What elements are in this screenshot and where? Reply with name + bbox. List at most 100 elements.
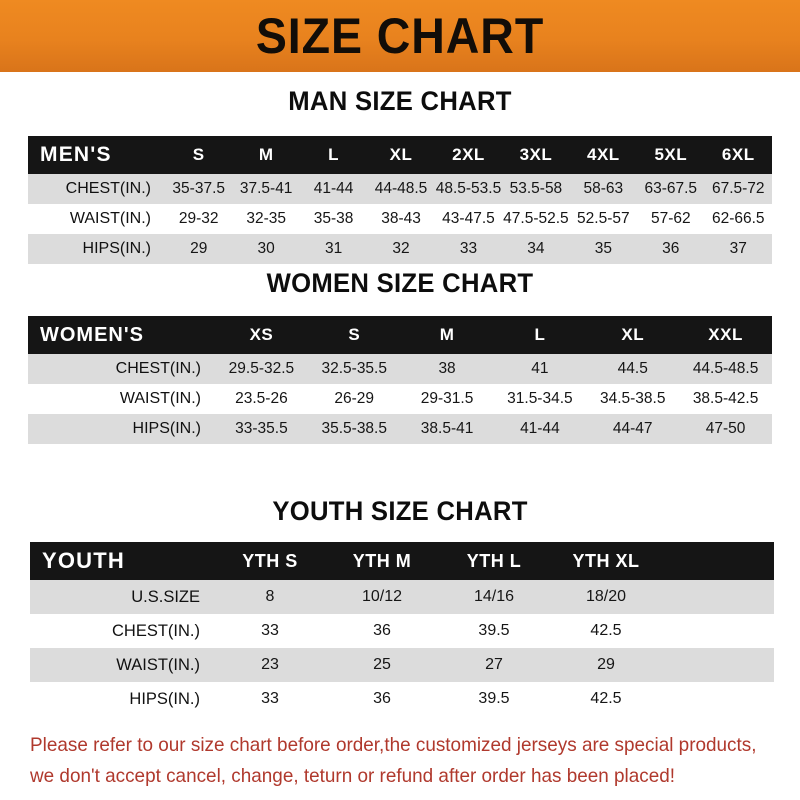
table-cell: 39.5 bbox=[478, 622, 510, 639]
table-cell: 29-31.5 bbox=[420, 390, 474, 407]
row-label: CHEST(IN.) bbox=[115, 360, 201, 377]
table-cell: 44.5-48.5 bbox=[692, 360, 759, 377]
table-cell: 14/16 bbox=[473, 588, 515, 605]
table-cell: 27 bbox=[485, 656, 503, 673]
table-cell: 26-29 bbox=[334, 390, 375, 407]
men-column-header: 6XL bbox=[721, 145, 755, 164]
table-cell: 33 bbox=[261, 690, 279, 707]
row-label: U.S.SIZE bbox=[131, 587, 200, 606]
row-label: HIPS(IN.) bbox=[129, 689, 200, 708]
youth-column-header: YTH XL bbox=[572, 550, 640, 571]
youth-corner-label: YOUTH bbox=[42, 548, 125, 573]
table-cell: 63-67.5 bbox=[644, 180, 698, 197]
banner: SIZE CHART bbox=[0, 0, 800, 72]
table-cell: 29.5-32.5 bbox=[228, 360, 295, 377]
women-column-header: L bbox=[534, 325, 546, 344]
section-heading-women: WOMEN SIZE CHART bbox=[266, 268, 534, 298]
youth-column-header: YTH S bbox=[242, 550, 298, 571]
youth-size-table: YOUTH YTH S YTH M YTH L YTH XL U.S.SIZE … bbox=[30, 542, 774, 716]
row-label: CHEST(IN.) bbox=[65, 180, 151, 197]
table-cell: 57-62 bbox=[650, 210, 691, 227]
table-cell: 30 bbox=[257, 240, 275, 257]
table-cell: 31.5-34.5 bbox=[507, 390, 573, 407]
table-cell: 29 bbox=[597, 656, 615, 673]
table-cell: 37.5-41 bbox=[239, 180, 293, 197]
men-corner-label: MEN'S bbox=[40, 143, 112, 166]
youth-column-header: YTH M bbox=[352, 550, 412, 571]
table-cell: 58-63 bbox=[583, 180, 624, 197]
table-cell: 43-47.5 bbox=[442, 210, 495, 227]
table-header-row: YOUTH YTH S YTH M YTH L YTH XL bbox=[30, 542, 774, 580]
table-cell: 29 bbox=[190, 240, 208, 257]
men-column-header: L bbox=[328, 145, 340, 164]
youth-column-header: YTH L bbox=[466, 550, 522, 571]
table-cell: 36 bbox=[662, 240, 680, 257]
table-row: WAIST(IN.) 23 25 27 29 bbox=[30, 648, 774, 682]
table-row: CHEST(IN.) 29.5-32.5 32.5-35.5 38 41 44.… bbox=[28, 354, 772, 384]
table-cell: 31 bbox=[324, 240, 343, 257]
men-table-header: MEN'S S M L XL 2XL 3XL 4XL 5XL 6XL bbox=[28, 136, 772, 174]
row-label: CHEST(IN.) bbox=[112, 621, 200, 640]
women-column-header: XXL bbox=[708, 325, 743, 344]
row-label: HIPS(IN.) bbox=[132, 420, 201, 437]
men-size-table: MEN'S S M L XL 2XL 3XL 4XL 5XL 6XL CHEST… bbox=[28, 136, 772, 264]
men-column-header: 4XL bbox=[587, 145, 620, 164]
table-cell: 32 bbox=[392, 240, 410, 257]
men-column-header: 3XL bbox=[519, 145, 553, 164]
table-cell: 38 bbox=[438, 360, 456, 377]
table-cell: 35 bbox=[594, 240, 612, 257]
table-cell: 36 bbox=[373, 622, 391, 639]
section-heading-man: MAN SIZE CHART bbox=[288, 86, 512, 116]
table-row: HIPS(IN.) 29 30 31 32 33 34 35 36 37 bbox=[28, 234, 772, 264]
table-cell: 52.5-57 bbox=[577, 210, 630, 227]
table-cell: 25 bbox=[373, 656, 391, 673]
row-label: WAIST(IN.) bbox=[119, 390, 201, 407]
table-cell: 33 bbox=[459, 240, 478, 257]
row-label: WAIST(IN.) bbox=[116, 655, 200, 674]
table-cell: 62-66.5 bbox=[711, 210, 765, 227]
table-cell: 38.5-42.5 bbox=[692, 390, 759, 407]
table-cell-spacer bbox=[662, 614, 774, 648]
table-row: CHEST(IN.) 33 36 39.5 42.5 bbox=[30, 614, 774, 648]
table-cell: 44-48.5 bbox=[374, 180, 428, 197]
men-column-header: M bbox=[258, 145, 274, 164]
women-column-header: XS bbox=[249, 325, 274, 344]
table-cell: 42.5 bbox=[590, 622, 622, 639]
disclaimer-line-1: Please refer to our size chart before or… bbox=[30, 734, 757, 756]
table-row: WAIST(IN.) 29-32 32-35 35-38 38-43 43-47… bbox=[28, 204, 772, 234]
women-column-header: S bbox=[348, 325, 361, 344]
table-row: WAIST(IN.) 23.5-26 26-29 29-31.5 31.5-34… bbox=[28, 384, 772, 414]
men-column-header: 5XL bbox=[654, 145, 688, 164]
table-row: U.S.SIZE 8 10/12 14/16 18/20 bbox=[30, 580, 774, 614]
women-size-table: WOMEN'S XS S M L XL XXL CHEST(IN.) 29.5-… bbox=[28, 316, 772, 444]
table-cell: 38.5-41 bbox=[420, 420, 474, 437]
table-cell: 53.5-58 bbox=[509, 180, 563, 197]
women-table-header: WOMEN'S XS S M L XL XXL bbox=[28, 316, 772, 354]
table-cell: 48.5-53.5 bbox=[435, 180, 502, 197]
table-cell: 35-37.5 bbox=[172, 180, 225, 197]
table-row: HIPS(IN.) 33-35.5 35.5-38.5 38.5-41 41-4… bbox=[28, 414, 772, 444]
table-cell: 8 bbox=[265, 588, 275, 605]
table-cell: 44-47 bbox=[612, 420, 653, 437]
table-row: CHEST(IN.) 35-37.5 37.5-41 41-44 44-48.5… bbox=[28, 174, 772, 204]
table-cell: 35.5-38.5 bbox=[321, 420, 387, 437]
table-cell: 18/20 bbox=[585, 588, 627, 605]
women-column-header: M bbox=[439, 325, 455, 344]
youth-header-spacer bbox=[662, 542, 774, 580]
table-cell-spacer bbox=[662, 580, 774, 614]
row-label: WAIST(IN.) bbox=[69, 210, 151, 227]
table-cell: 38-43 bbox=[381, 210, 421, 227]
table-cell: 47-50 bbox=[705, 420, 746, 437]
table-cell: 41-44 bbox=[313, 180, 354, 197]
women-column-header: XL bbox=[621, 325, 645, 344]
women-corner-label: WOMEN'S bbox=[40, 323, 144, 346]
table-cell: 32.5-35.5 bbox=[321, 360, 387, 377]
table-cell: 42.5 bbox=[590, 690, 622, 707]
table-header-row: MEN'S S M L XL 2XL 3XL 4XL 5XL 6XL bbox=[28, 136, 772, 174]
table-cell: 47.5-52.5 bbox=[503, 210, 569, 227]
table-cell: 41-44 bbox=[520, 420, 560, 437]
table-cell: 39.5 bbox=[478, 690, 510, 707]
table-cell: 36 bbox=[373, 690, 391, 707]
men-column-header: 2XL bbox=[452, 145, 485, 164]
